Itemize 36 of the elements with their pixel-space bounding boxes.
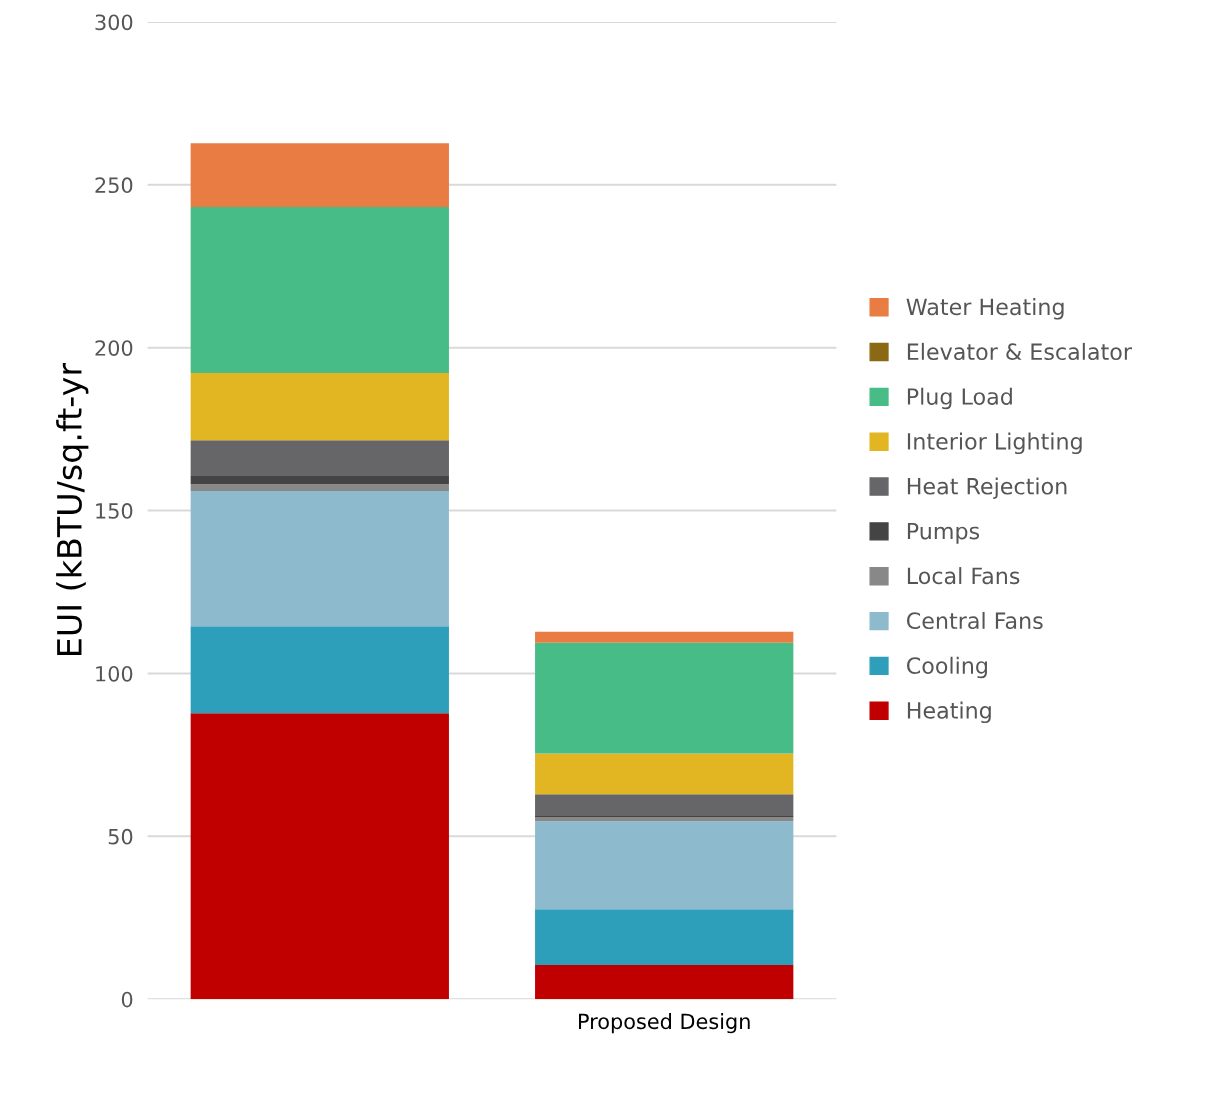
bar: [535, 794, 794, 817]
y-tick-label: 100: [96, 665, 133, 682]
legend-label: Water Heating: [906, 298, 1064, 320]
legend-label: Elevator & Escalator: [907, 342, 1132, 361]
bar: [190, 476, 449, 485]
bar: [190, 626, 449, 714]
bar: [535, 753, 794, 795]
legend-label: Pumps: [907, 522, 980, 544]
legend-label: Plug Load: [907, 387, 1012, 410]
bar: [190, 143, 449, 207]
x-tick-label: Proposed Design: [579, 1013, 750, 1034]
bar: [535, 817, 794, 822]
legend-label: Heating: [907, 701, 991, 724]
bar: [190, 713, 449, 1000]
bar: [190, 440, 449, 477]
y-tick-label: 50: [108, 828, 133, 845]
y-axis-title: EUI (kBTU/sq.ft-yr: [56, 362, 89, 655]
legend-label: Cooling: [906, 656, 987, 679]
y-tick-label: 150: [96, 503, 133, 519]
y-tick-label: 250: [95, 177, 133, 194]
y-tick-label: 300: [95, 14, 133, 31]
bar: [535, 964, 794, 1000]
legend-label: Local Fans: [907, 567, 1020, 585]
bar: [535, 909, 794, 965]
legend-label: Heat Rejection: [907, 477, 1067, 499]
y-tick-label: 0: [121, 991, 133, 1008]
bar: [535, 821, 794, 910]
y-tick-label: 200: [95, 340, 133, 356]
bar: [535, 631, 794, 643]
legend-label: Central Fans: [906, 611, 1043, 630]
bar: [190, 491, 449, 627]
legend-label: Interior Lighting: [907, 432, 1082, 455]
bar: [535, 642, 794, 754]
bar: [190, 206, 449, 374]
bar: [190, 484, 449, 492]
bar: [190, 373, 449, 441]
